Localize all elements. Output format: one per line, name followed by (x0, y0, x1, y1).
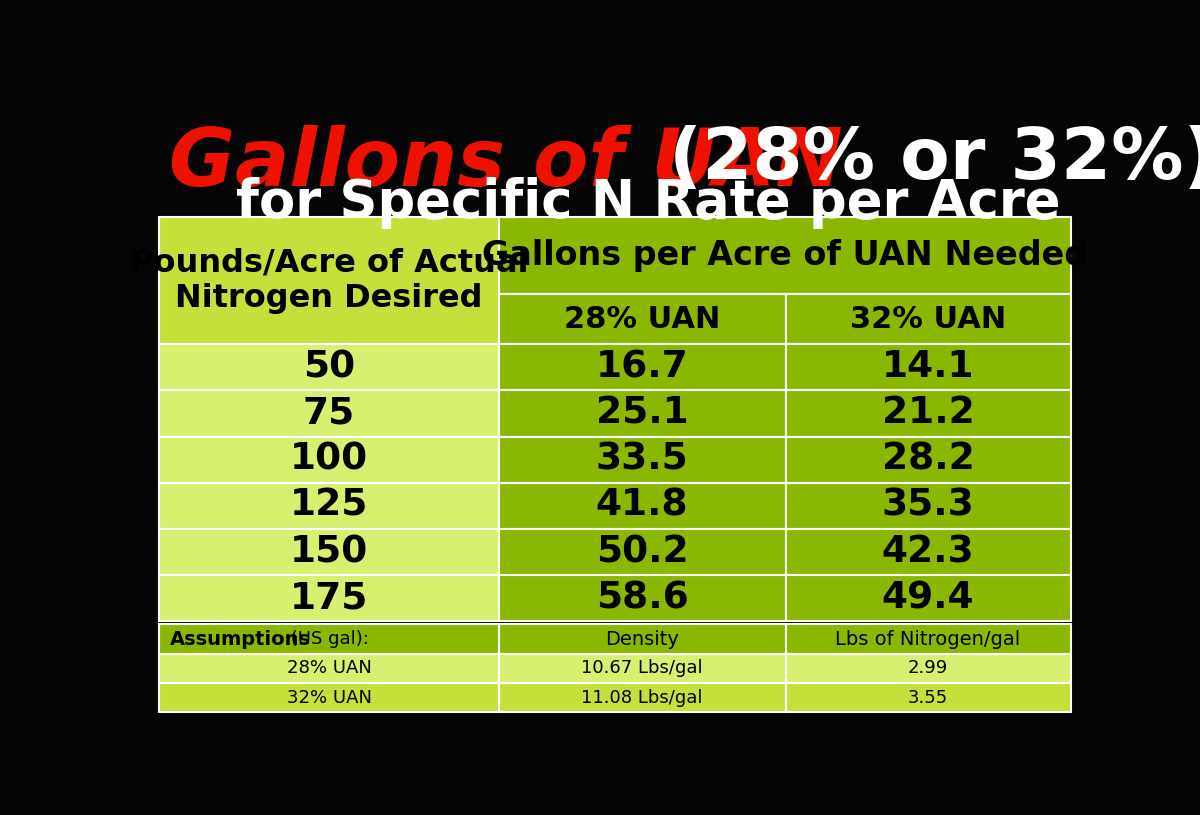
Bar (786, 654, 1070, 683)
Bar (499, 683, 786, 712)
Bar (786, 294, 1070, 344)
Bar (160, 683, 499, 712)
Bar (499, 654, 786, 683)
Text: 10.67 Lbs/gal: 10.67 Lbs/gal (581, 659, 703, 677)
Bar (160, 437, 499, 482)
Text: Lbs of Nitrogen/gal: Lbs of Nitrogen/gal (835, 630, 1021, 649)
Bar (160, 624, 499, 654)
Text: 175: 175 (290, 580, 368, 616)
Text: 100: 100 (290, 442, 368, 478)
Bar (160, 575, 499, 621)
Text: 11.08 Lbs/gal: 11.08 Lbs/gal (581, 689, 703, 707)
Text: 25.1: 25.1 (595, 395, 689, 431)
Text: 16.7: 16.7 (595, 350, 689, 385)
Bar (786, 624, 1070, 654)
Bar (786, 482, 1070, 529)
Text: 14.1: 14.1 (882, 350, 974, 385)
Bar (786, 437, 1070, 482)
Bar (160, 654, 499, 683)
Bar (499, 624, 786, 654)
Text: 32% UAN: 32% UAN (287, 689, 372, 707)
Text: 125: 125 (290, 488, 368, 524)
Bar (499, 575, 786, 621)
Text: 75: 75 (302, 395, 355, 431)
Text: 28% UAN: 28% UAN (287, 659, 372, 677)
Text: 33.5: 33.5 (595, 442, 689, 478)
Text: 41.8: 41.8 (596, 488, 689, 524)
Text: Pounds/Acre of Actual
Nitrogen Desired: Pounds/Acre of Actual Nitrogen Desired (130, 247, 528, 314)
Bar (786, 390, 1070, 437)
Text: 58.6: 58.6 (595, 580, 689, 616)
Text: (US gal):: (US gal): (284, 630, 368, 648)
Bar (160, 217, 499, 344)
Bar (499, 529, 786, 575)
Text: Gallons of UAN: Gallons of UAN (169, 125, 844, 203)
Text: 28% UAN: 28% UAN (564, 305, 720, 333)
Text: 3.55: 3.55 (908, 689, 948, 707)
Text: 50.2: 50.2 (596, 534, 689, 570)
Bar (499, 390, 786, 437)
Bar (160, 390, 499, 437)
Text: 21.2: 21.2 (882, 395, 974, 431)
Text: for Specific N Rate per Acre: for Specific N Rate per Acre (236, 177, 1061, 229)
Text: Density: Density (605, 630, 679, 649)
Text: 50: 50 (302, 350, 355, 385)
Text: Gallons per Acre of UAN Needed: Gallons per Acre of UAN Needed (481, 239, 1087, 272)
Bar (786, 529, 1070, 575)
Text: 150: 150 (290, 534, 368, 570)
Bar (160, 529, 499, 575)
Text: 32% UAN: 32% UAN (850, 305, 1007, 333)
Text: (28% or 32%): (28% or 32%) (670, 125, 1200, 194)
Bar (499, 344, 786, 390)
Text: 2.99: 2.99 (908, 659, 948, 677)
Text: 28.2: 28.2 (882, 442, 974, 478)
Bar (786, 683, 1070, 712)
Text: 35.3: 35.3 (882, 488, 974, 524)
Text: 42.3: 42.3 (882, 534, 974, 570)
Text: Assumptions: Assumptions (170, 630, 311, 649)
Bar (786, 575, 1070, 621)
Bar (160, 344, 499, 390)
Bar (499, 437, 786, 482)
Bar (499, 482, 786, 529)
Bar (160, 482, 499, 529)
Bar (499, 294, 786, 344)
Text: 49.4: 49.4 (882, 580, 974, 616)
Bar (786, 344, 1070, 390)
Bar (499, 217, 1070, 294)
